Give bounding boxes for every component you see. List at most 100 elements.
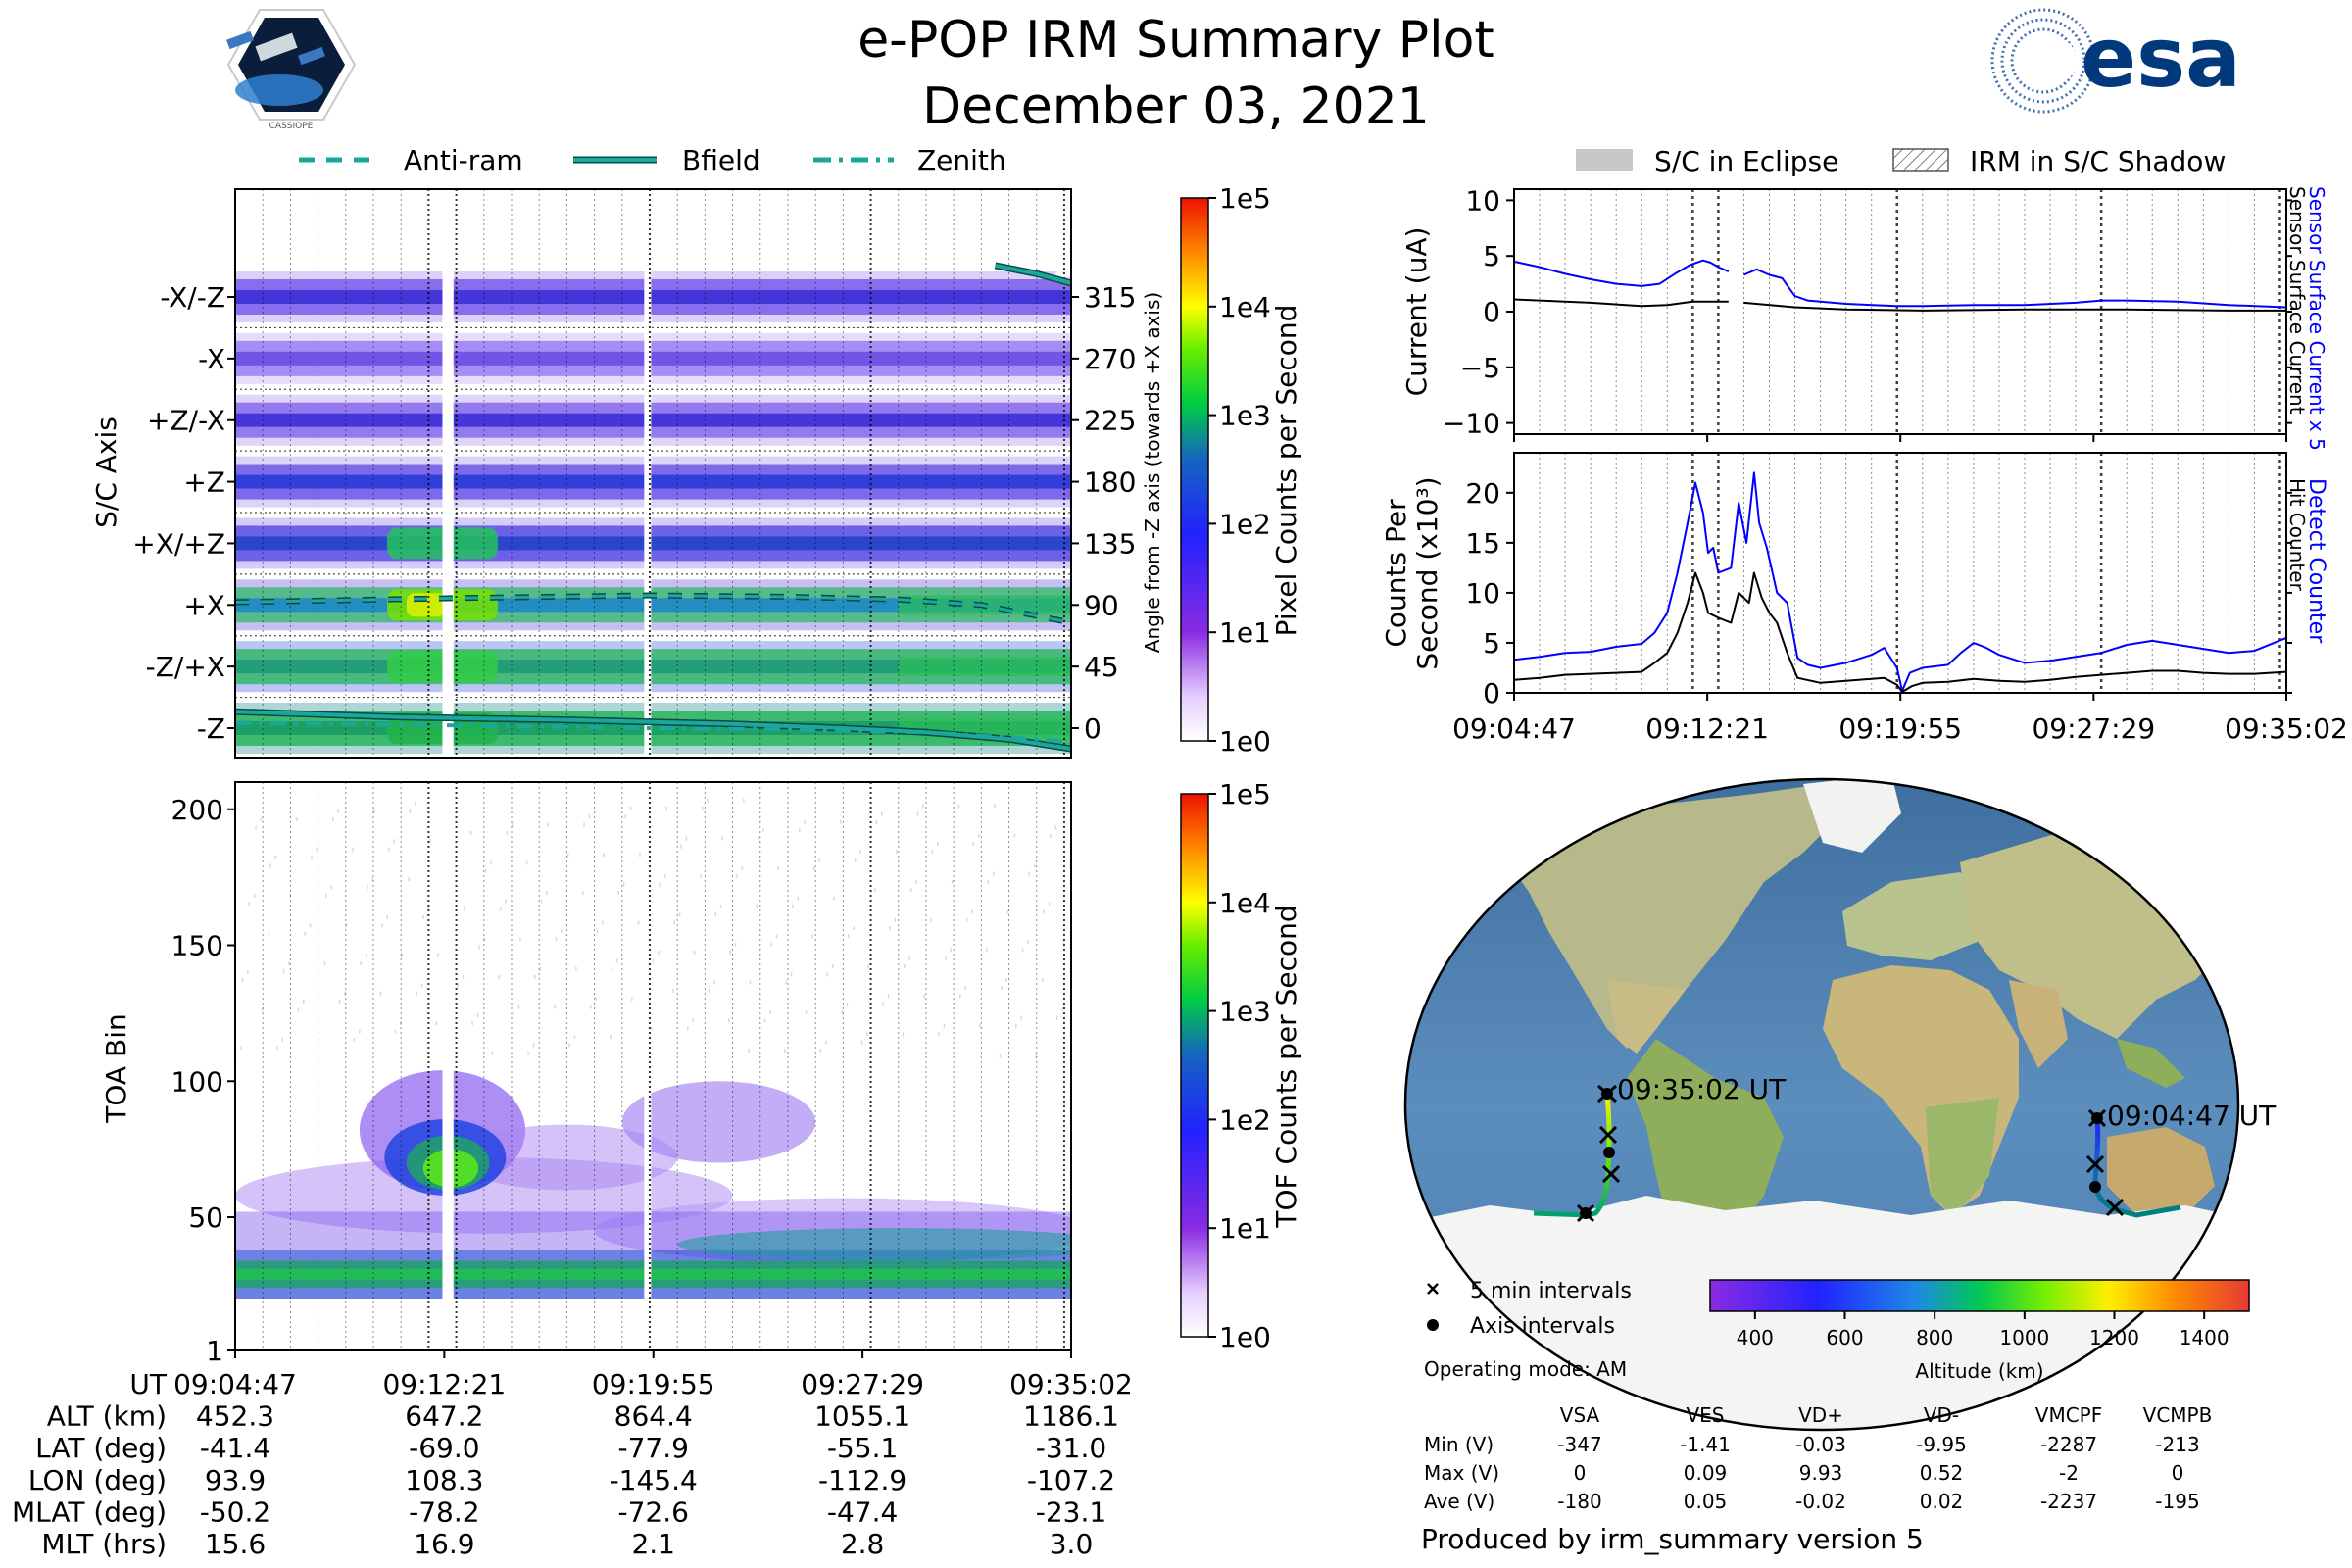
legend-shadow-swatch xyxy=(1892,148,1949,172)
legend-anti-ram-label: Anti-ram xyxy=(404,144,523,176)
counts-ylabel-line2: Second (x10³) xyxy=(1411,476,1444,669)
series-line-blue xyxy=(1513,259,2287,309)
orbit-row-label: LON (deg) xyxy=(28,1464,167,1496)
voltage-value: -195 xyxy=(2155,1490,2199,1513)
ytick-label: 5 xyxy=(1483,240,1500,272)
orbit-value: 09:04:47 xyxy=(173,1368,297,1400)
orbit-value: 09:12:21 xyxy=(382,1368,506,1400)
ytick-label: 10 xyxy=(1465,184,1500,217)
voltage-value: -213 xyxy=(2155,1433,2199,1456)
voltage-value: 0.02 xyxy=(1920,1490,1964,1513)
page-title: e-POP IRM Summary Plot xyxy=(858,11,1494,70)
plot-date: December 03, 2021 xyxy=(922,77,1430,136)
toa-heatmap-blobs xyxy=(235,782,1071,1350)
south-america xyxy=(1627,1039,1784,1303)
bfield-line xyxy=(235,710,1071,751)
bfield-line-upper xyxy=(995,263,1071,285)
orbit-value: 647.2 xyxy=(405,1400,483,1433)
orbit-value: 09:27:29 xyxy=(801,1368,924,1400)
ytick-label: 0 xyxy=(1483,296,1500,328)
orbit-value: 1186.1 xyxy=(1023,1400,1119,1433)
orbit-row-label: LAT (deg) xyxy=(35,1432,167,1464)
anti-ram-line xyxy=(235,593,1071,631)
mission-logo-text: CASSIOPE xyxy=(270,122,314,131)
orbit-row-label: MLAT (deg) xyxy=(12,1495,167,1528)
current-right-label-black: Sensor Surface Current xyxy=(2285,186,2309,415)
pixel-angle-tick: 0 xyxy=(1084,712,1102,745)
ytick-label: 20 xyxy=(1465,477,1500,510)
map-end-label: 09:35:02 UT xyxy=(1617,1073,1787,1105)
map-border xyxy=(1403,777,2240,1432)
orbit-value: -31.0 xyxy=(1036,1432,1106,1464)
colorbar-tick: 1e1 xyxy=(1219,616,1271,649)
toa-ytick: 200 xyxy=(172,794,223,826)
operating-mode: Operating mode: AM xyxy=(1424,1357,1627,1381)
pixel-angle-tick: 225 xyxy=(1084,405,1136,437)
toa-axes: 200 150 100 50 1 xyxy=(172,794,1072,1367)
orbit-value: 15.6 xyxy=(205,1528,266,1560)
orbit-table: UT 09:04:47 09:12:21 09:19:55 09:27:29 09:35:… xyxy=(12,1368,1133,1560)
mission-logo: CASSIOPE xyxy=(226,9,357,131)
colorbar-tick: 1e2 xyxy=(1219,1103,1271,1136)
pixel-frame xyxy=(234,188,1072,759)
greenland xyxy=(1803,779,1901,853)
north-america xyxy=(1504,784,1842,1049)
orbit-value: 09:35:02 xyxy=(1009,1368,1133,1400)
counts-time-ticks: 09:04:47 09:12:21 09:19:55 09:27:29 09:35:02 xyxy=(1452,712,2348,745)
pixel-axis-label: -Z xyxy=(197,712,225,745)
pixel-angle-tick: 90 xyxy=(1084,589,1119,621)
voltage-value: -0.03 xyxy=(1795,1433,1846,1456)
colorbar-tick: 1e4 xyxy=(1219,291,1271,323)
voltage-value: 0.52 xyxy=(1920,1461,1964,1485)
colorbar-tick: 1e4 xyxy=(1219,887,1271,919)
orbit-value: -77.9 xyxy=(617,1432,688,1464)
voltage-value: -2287 xyxy=(2040,1433,2097,1456)
time-tick-label: 09:27:29 xyxy=(2032,712,2155,745)
voltage-col-header: VMCPF xyxy=(2035,1403,2102,1427)
ytick-label: 10 xyxy=(1465,577,1500,610)
voltage-value: 9.93 xyxy=(1799,1461,1843,1485)
colorbar-tick: 1e2 xyxy=(1219,508,1271,540)
toa-ylabel: TOA Bin xyxy=(100,1013,132,1123)
orbit-value: 108.3 xyxy=(405,1464,483,1496)
orbit-value: -112.9 xyxy=(818,1464,906,1496)
current-ylabel: Current (uA) xyxy=(1400,227,1433,397)
toa-colorbar: 1e5 1e4 1e3 1e2 1e1 1e0 TOF Counts per Second xyxy=(1180,778,1302,1353)
colorbar-tick: 1e3 xyxy=(1219,996,1271,1028)
pixel-angle-tick: 270 xyxy=(1084,343,1136,375)
altitude-colorbar: 400 600 800 1000 1200 1400 Altitude (km) xyxy=(1709,1279,2250,1383)
pixel-colorbar-label: Pixel Counts per Second xyxy=(1270,305,1302,637)
time-tick-label: 09:04:47 xyxy=(1452,712,1576,745)
orbit-value: -23.1 xyxy=(1036,1495,1106,1528)
counts-right-label-blue: Detect Counter xyxy=(2304,478,2328,644)
orbit-value: 2.1 xyxy=(631,1528,675,1560)
antarctica xyxy=(1405,1196,2238,1430)
ytick-label: 0 xyxy=(1483,677,1500,710)
altitude-tick: 600 xyxy=(1826,1326,1863,1349)
orbit-value: -145.4 xyxy=(610,1464,698,1496)
series-line-black xyxy=(1513,298,2286,312)
pixel-angle-tick: 315 xyxy=(1084,281,1136,314)
zenith-line xyxy=(235,720,1071,744)
orbit-value: 09:19:55 xyxy=(592,1368,715,1400)
voltage-value: -9.95 xyxy=(1916,1433,1967,1456)
colorbar-tick: 1e5 xyxy=(1219,182,1271,215)
voltage-col-header: VSA xyxy=(1560,1403,1600,1427)
footer-text: Produced by irm_summary version 5 xyxy=(1421,1523,1924,1555)
orbit-value: 452.3 xyxy=(196,1400,274,1433)
colorbar-tick: 1e0 xyxy=(1219,725,1271,758)
pixel-angle-tick: 45 xyxy=(1084,651,1119,683)
orbit-value: -72.6 xyxy=(617,1495,688,1528)
counts-panel: 20 15 10 5 0 Counts Per Second (x10³) Detect… xyxy=(1380,452,2328,710)
pixel-heatmap-panel: -X/-Z 315 -X 270 +Z/-X 225 +Z 180 +X/+Z 135 +X 90 -Z… xyxy=(90,188,1164,759)
series-line-blue xyxy=(1513,471,2287,692)
orbit-value: -78.2 xyxy=(409,1495,479,1528)
altitude-tick: 800 xyxy=(1916,1326,1953,1349)
ytick-label: 15 xyxy=(1465,527,1500,560)
voltage-row-label: Min (V) xyxy=(1424,1433,1494,1456)
time-tick-label: 09:35:02 xyxy=(2225,712,2348,745)
altitude-tick: 1200 xyxy=(2089,1326,2139,1349)
pixel-angle-tick: 180 xyxy=(1084,466,1136,499)
orbit-value: -107.2 xyxy=(1027,1464,1115,1496)
